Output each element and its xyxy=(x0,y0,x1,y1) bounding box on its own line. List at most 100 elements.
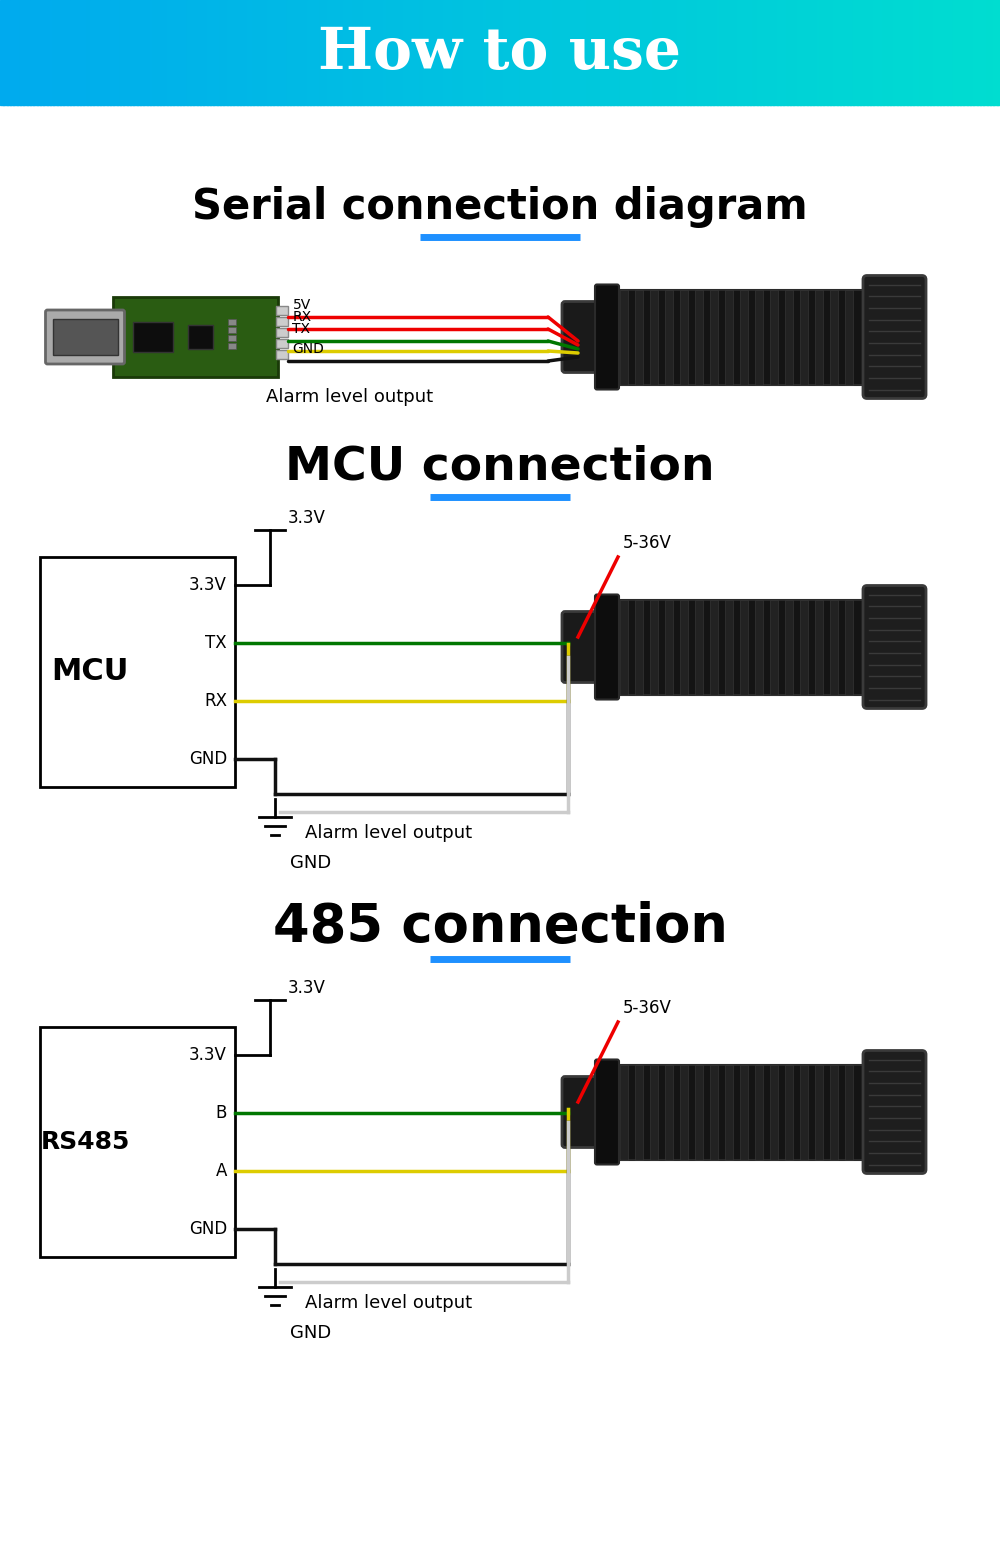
Bar xyxy=(103,0,108,105)
Bar xyxy=(276,328,288,337)
Bar xyxy=(725,1064,733,1160)
Bar xyxy=(713,0,718,105)
Text: 5-36V: 5-36V xyxy=(623,999,672,1016)
Bar xyxy=(253,0,258,105)
Bar xyxy=(680,1064,688,1160)
Bar xyxy=(407,0,411,105)
Bar xyxy=(750,0,754,105)
Bar xyxy=(100,0,104,105)
Bar xyxy=(383,0,388,105)
Bar xyxy=(927,0,931,105)
Bar xyxy=(317,0,321,105)
Bar xyxy=(650,600,658,695)
Bar xyxy=(237,0,241,105)
Bar xyxy=(67,0,71,105)
Bar xyxy=(910,0,914,105)
Bar xyxy=(657,0,661,105)
Bar xyxy=(573,0,578,105)
Bar xyxy=(363,0,368,105)
Bar xyxy=(217,0,221,105)
Bar xyxy=(957,0,961,105)
Bar xyxy=(283,0,288,105)
Bar xyxy=(943,0,948,105)
Bar xyxy=(867,0,871,105)
Bar xyxy=(770,289,778,385)
Bar xyxy=(970,0,974,105)
Bar xyxy=(127,0,131,105)
Bar xyxy=(740,1064,748,1160)
Text: Serial connection diagram: Serial connection diagram xyxy=(192,186,808,227)
Bar xyxy=(207,0,211,105)
Bar xyxy=(710,1064,718,1160)
Bar xyxy=(980,0,984,105)
Bar xyxy=(183,0,188,105)
Bar xyxy=(20,0,24,105)
Bar xyxy=(393,0,398,105)
Bar xyxy=(530,0,534,105)
Bar xyxy=(157,0,161,105)
FancyBboxPatch shape xyxy=(863,1050,926,1174)
Bar xyxy=(297,0,301,105)
Bar xyxy=(170,0,174,105)
Bar xyxy=(920,0,924,105)
Bar xyxy=(727,0,731,105)
Bar xyxy=(150,0,154,105)
Bar xyxy=(870,0,874,105)
Text: GND: GND xyxy=(290,854,331,873)
Bar xyxy=(40,557,235,787)
Text: Alarm level output: Alarm level output xyxy=(305,1293,472,1312)
Bar xyxy=(420,0,424,105)
Bar xyxy=(477,0,481,105)
Bar xyxy=(770,0,774,105)
Bar xyxy=(790,0,794,105)
Bar xyxy=(137,0,141,105)
Bar xyxy=(560,0,564,105)
Bar xyxy=(270,0,274,105)
Bar xyxy=(553,0,558,105)
Bar xyxy=(147,0,151,105)
Bar xyxy=(513,0,518,105)
Bar xyxy=(243,0,248,105)
Bar xyxy=(583,0,588,105)
Bar xyxy=(233,0,238,105)
Bar xyxy=(830,1064,838,1160)
Bar xyxy=(845,1064,853,1160)
Bar xyxy=(450,0,454,105)
Bar xyxy=(953,0,958,105)
Bar xyxy=(687,0,691,105)
Bar xyxy=(695,600,703,695)
Bar xyxy=(997,0,1000,105)
Bar xyxy=(140,0,144,105)
Bar xyxy=(613,0,618,105)
Text: B: B xyxy=(216,1105,227,1122)
Bar xyxy=(487,0,491,105)
Bar xyxy=(447,0,451,105)
Bar xyxy=(663,0,668,105)
Bar xyxy=(188,325,212,350)
Bar xyxy=(417,0,421,105)
Bar xyxy=(276,306,288,316)
Bar xyxy=(467,0,471,105)
Bar xyxy=(273,0,278,105)
Bar xyxy=(10,0,14,105)
Bar xyxy=(650,289,658,385)
Bar xyxy=(860,0,864,105)
Bar xyxy=(577,0,581,105)
Bar xyxy=(820,0,824,105)
Bar xyxy=(320,0,324,105)
Bar xyxy=(610,0,614,105)
Bar xyxy=(310,0,314,105)
Bar xyxy=(763,0,768,105)
Bar xyxy=(497,0,501,105)
Bar xyxy=(917,0,921,105)
Bar xyxy=(13,0,18,105)
Bar xyxy=(893,0,898,105)
Bar xyxy=(967,0,971,105)
Bar xyxy=(940,0,944,105)
Bar xyxy=(327,0,331,105)
Bar xyxy=(57,0,61,105)
Bar xyxy=(620,0,624,105)
Bar xyxy=(755,600,763,695)
Bar xyxy=(367,0,371,105)
Bar xyxy=(973,0,978,105)
